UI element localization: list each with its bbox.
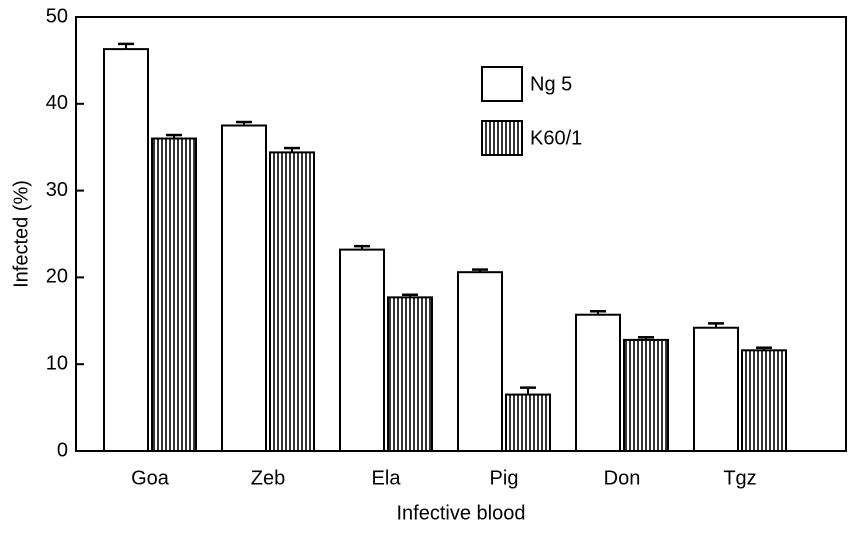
bar: [693, 326, 739, 452]
bar: [623, 338, 669, 452]
y-tick-label: 50: [46, 5, 68, 27]
x-tick-label: Ela: [372, 467, 402, 489]
x-tick-label: Pig: [490, 467, 519, 489]
x-axis-label: Infective blood: [397, 502, 526, 524]
legend-swatch: [481, 66, 523, 102]
bar: [339, 248, 385, 452]
y-tick-label: 30: [46, 179, 68, 201]
bar: [505, 393, 551, 452]
legend-label: K60/1: [530, 127, 582, 149]
x-tick-label: Don: [604, 467, 641, 489]
x-tick-label: Tgz: [723, 467, 756, 489]
y-tick-label: 40: [46, 92, 68, 114]
legend-swatch: [481, 120, 523, 156]
y-axis-label: Infected (%): [10, 180, 32, 288]
bar: [151, 137, 197, 453]
bar: [221, 124, 267, 452]
bar: [387, 296, 433, 453]
x-tick-label: Zeb: [251, 467, 285, 489]
legend-label: Ng 5: [530, 73, 572, 95]
bar: [457, 271, 503, 452]
bar: [269, 151, 315, 453]
bar: [103, 48, 149, 453]
y-tick-label: 10: [46, 352, 68, 374]
y-tick-label: 0: [57, 439, 68, 461]
x-tick-label: Goa: [131, 467, 170, 489]
bar: [575, 313, 621, 452]
y-tick-label: 20: [46, 266, 68, 288]
bar: [741, 349, 787, 453]
